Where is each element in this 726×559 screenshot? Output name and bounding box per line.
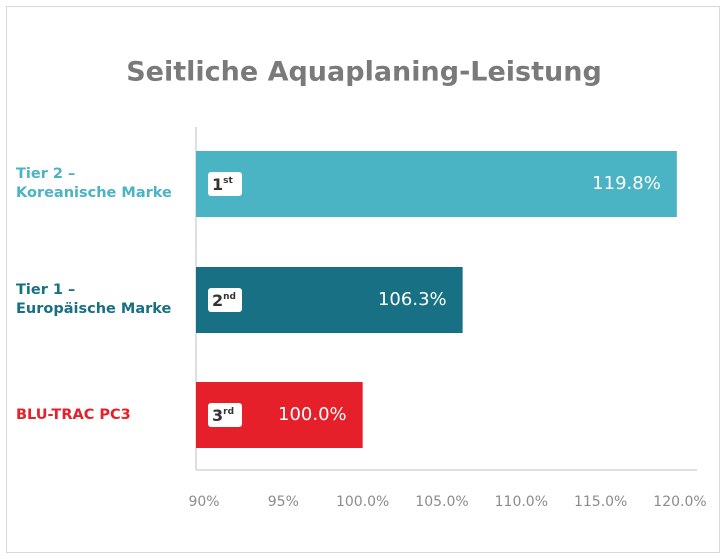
rank-suffix: rd: [223, 407, 234, 417]
bar: [196, 151, 677, 217]
category-label-box: Tier 1 – Europäische Marke: [16, 282, 172, 317]
rank-label: 3rd: [212, 406, 234, 425]
x-tick-label: 115.0%: [574, 494, 627, 510]
chart-title: Seitliche Aquaplaning-Leistung: [126, 57, 602, 88]
x-tick-label: 120.0%: [653, 494, 706, 510]
rank-number: 2: [212, 291, 223, 310]
category-label-box: BLU-TRAC PC3: [16, 406, 131, 423]
x-tick-label: 110.0%: [495, 494, 548, 510]
value-label: 100.0%: [278, 404, 347, 425]
rank-label: 2nd: [212, 291, 236, 310]
x-tick-label: 95%: [268, 494, 299, 510]
category-label: Tier 1 – Europäische Marke: [16, 282, 172, 317]
rank-badge: [208, 288, 242, 312]
value-label: 106.3%: [378, 289, 447, 310]
rank-suffix: nd: [223, 292, 236, 302]
category-label-box: Tier 2 – Koreanische Marke: [16, 166, 172, 201]
x-tick-label: 105.0%: [415, 494, 468, 510]
rank-label: 1st: [212, 175, 233, 194]
category-label: BLU-TRAC PC3: [16, 406, 131, 423]
rank-badge: [208, 172, 242, 196]
rank-suffix: st: [223, 176, 233, 186]
rank-badge: [208, 403, 242, 427]
category-label: Tier 2 – Koreanische Marke: [16, 166, 172, 201]
rank-number: 1: [212, 175, 223, 194]
x-tick-label: 90%: [188, 494, 219, 510]
value-label: 119.8%: [592, 173, 661, 194]
x-tick-label: 100.0%: [336, 494, 389, 510]
rank-number: 3: [212, 406, 223, 425]
